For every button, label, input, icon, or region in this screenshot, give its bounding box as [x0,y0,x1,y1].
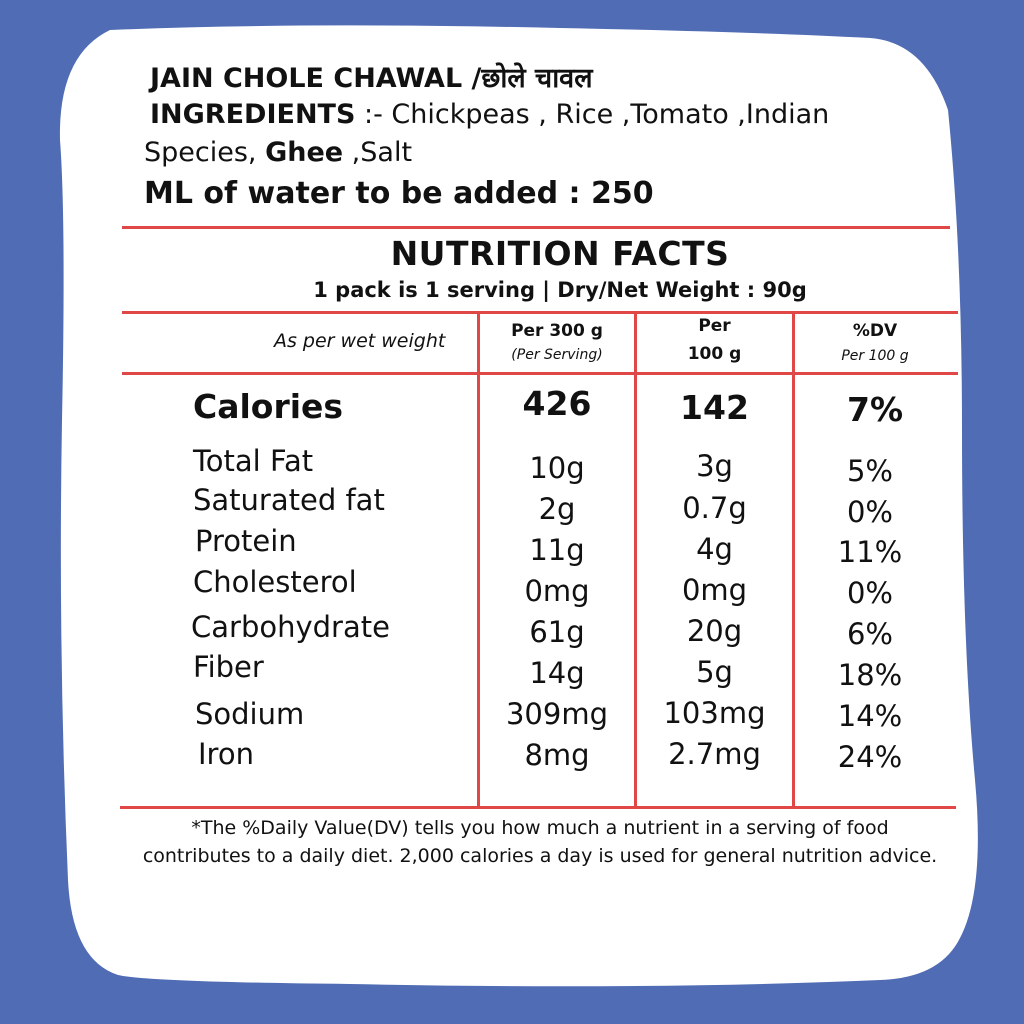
nutrient-value-per-serving: 309mg [505,697,608,731]
nutrient-value-per-serving: 8mg [524,738,590,772]
dv-footnote: *The %Daily Value(DV) tells you how much… [142,817,938,867]
divider-bottom [120,806,956,809]
serving-info: 1 pack is 1 serving | Dry/Net Weight : 9… [313,278,807,302]
nutrient-value-dv: 24% [837,740,903,774]
column-sub-dv: Per 100 g [841,348,909,364]
nutrient-label: Fiber [193,650,264,684]
nutrient-value-per-100g: 0.7g [682,491,747,525]
nutrient-value-dv: 6% [846,617,893,651]
nutrient-value-dv: 0% [846,576,893,610]
column-divider-2 [634,311,637,809]
nutrient-value-dv: 11% [837,535,903,569]
calories-per-100g: 142 [680,388,749,427]
basis-label: As per wet weight [274,330,446,352]
nutrient-label: Iron [198,737,254,771]
nutrient-value-per-100g: 5g [696,655,733,689]
nutrition-title: NUTRITION FACTS [390,234,730,273]
column-divider-1 [477,311,480,809]
nutrient-label: Protein [195,524,297,558]
nutrient-value-per-100g: 3g [696,449,733,483]
divider-header-bottom [122,372,958,375]
column-head-per-100g: Per [698,316,731,336]
column-divider-3 [792,311,795,809]
calories-dv: 7% [846,390,904,429]
nutrient-label: Sodium [195,697,305,731]
ingredients-label: INGREDIENTS [150,99,356,130]
ingredients-line-1: INGREDIENTS :- Chickpeas , Rice ,Tomato … [150,99,829,130]
product-title: JAIN CHOLE CHAWAL /छोले चावल [150,63,593,94]
nutrient-value-dv: 0% [846,495,893,529]
divider-top [122,226,950,229]
divider-header-top [122,311,958,314]
ingredients-line-2: Species, Ghee ,Salt [144,137,412,168]
calories-per-serving: 426 [522,384,592,423]
nutrient-label: Total Fat [193,444,314,478]
nutrient-value-per-serving: 11g [529,533,585,567]
calories-label: Calories [193,387,344,426]
nutrient-label: Cholesterol [193,565,357,599]
nutrient-value-per-100g: 20g [686,614,743,648]
nutrient-value-per-100g: 2.7mg [668,737,761,771]
nutrient-value-dv: 14% [837,699,903,733]
nutrient-value-dv: 18% [837,658,903,692]
nutrient-value-dv: 5% [846,454,893,488]
ingredients-text: :- Chickpeas , Rice ,Tomato ,Indian [355,99,830,130]
column-head-dv: %DV [852,321,898,341]
nutrient-value-per-serving: 2g [538,492,576,526]
nutrient-value-per-100g: 0mg [681,573,748,607]
nutrient-value-per-serving: 14g [529,656,585,690]
nutrient-value-per-serving: 10g [529,451,585,485]
nutrient-value-per-100g: 103mg [663,696,766,730]
column-head-per-100g-line2: 100 g [687,344,742,364]
nutrient-value-per-serving: 0mg [524,574,590,608]
nutrient-label: Carbohydrate [191,610,390,644]
nutrient-value-per-serving: 61g [529,615,585,649]
nutrient-label: Saturated fat [193,483,385,517]
column-sub-per-serving: (Per Serving) [511,347,603,363]
ingredients-text-2: Species, [144,137,266,168]
water-instruction: ML of water to be added : 250 [144,176,654,211]
ingredient-ghee: Ghee [265,137,344,168]
column-head-per-serving: Per 300 g [511,321,603,341]
ingredients-text-3: ,Salt [343,137,413,168]
nutrient-value-per-100g: 4g [696,532,733,566]
